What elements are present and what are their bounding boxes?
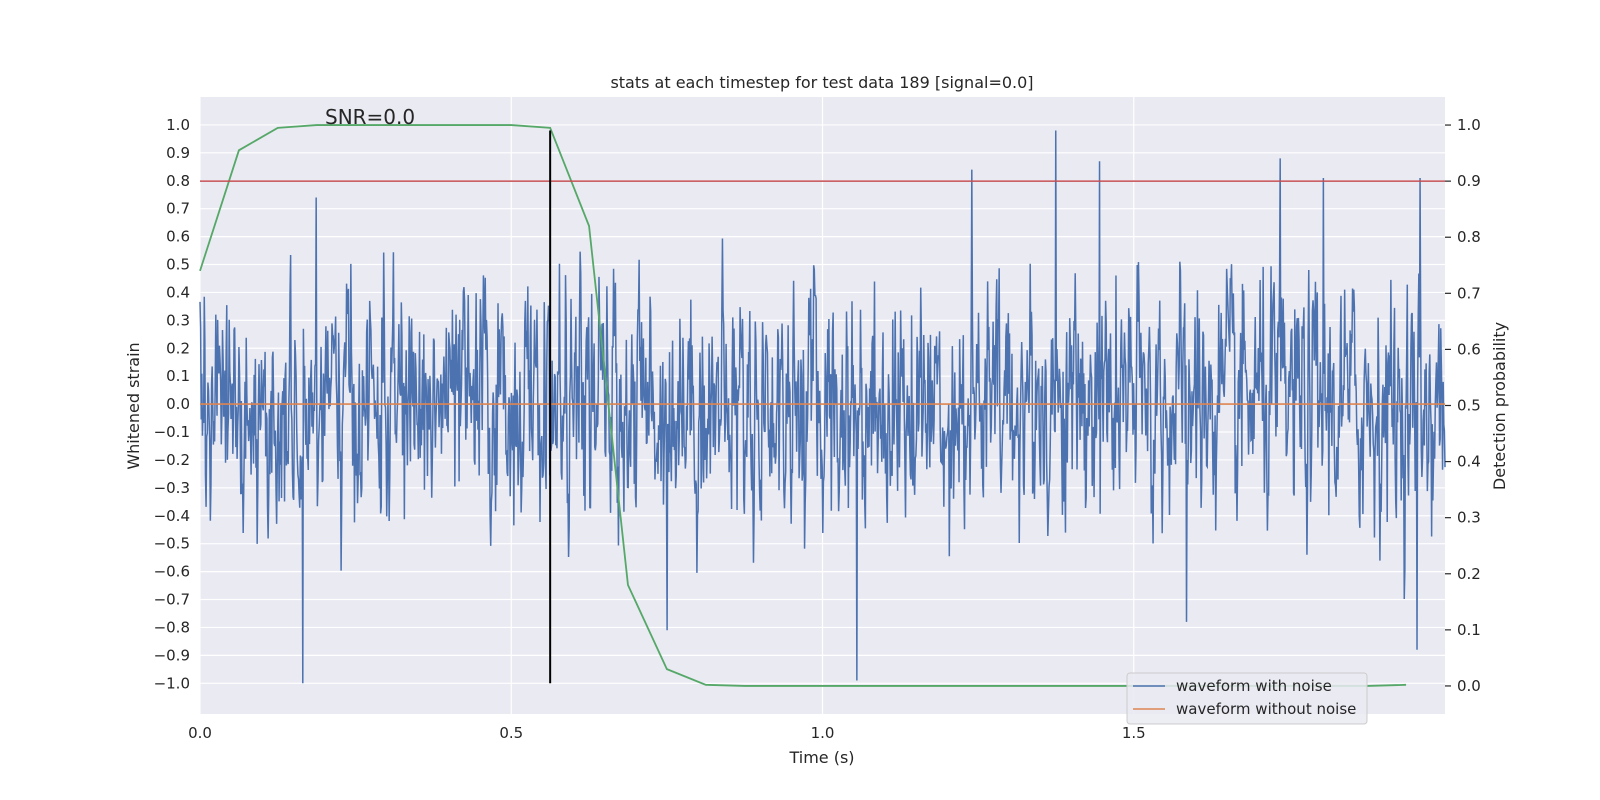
legend-label-waveform-without-noise: waveform without noise [1176, 700, 1356, 718]
legend-label-waveform-with-noise: waveform with noise [1176, 677, 1332, 695]
y-left-tick-label: −0.8 [154, 618, 190, 636]
x-tick-label: 0.5 [499, 724, 523, 742]
y-left-tick-label: 0.5 [166, 256, 190, 274]
noise-waveform-line [199, 130, 1446, 684]
y-right-tick-label: 0.9 [1457, 172, 1481, 190]
y-right-tick-label: 0.1 [1457, 621, 1481, 639]
y-right-tick-label: 1.0 [1457, 116, 1481, 134]
y-left-tick-label: −0.9 [154, 646, 190, 664]
y-left-tick-label: 0.4 [166, 283, 190, 301]
y-right-tick-label: 0.0 [1457, 677, 1481, 695]
y-left-tick-label: 0.8 [166, 172, 190, 190]
x-tick-label: 1.0 [811, 724, 835, 742]
y-left-tick-label: −0.5 [154, 535, 190, 553]
y-left-tick-label: 0.7 [166, 200, 190, 218]
y-right-tick-label: 0.4 [1457, 453, 1481, 471]
series-waveform-with-noise [199, 130, 1446, 684]
x-tick-label: 1.5 [1122, 724, 1146, 742]
y-left-tick-label: 0.2 [166, 339, 190, 357]
y-right-tick-label: 0.6 [1457, 340, 1481, 358]
y-left-tick-label: −0.4 [154, 507, 190, 525]
y-left-tick-label: −1.0 [154, 674, 190, 692]
y-left-tick-label: −0.7 [154, 591, 190, 609]
y-left-tick-label: 0.6 [166, 228, 190, 246]
y-axis-right-title: Detection probability [1490, 322, 1509, 490]
y-axis-right: 1.0 0.9 0.8 0.7 0.6 0.5 0.4 0.3 0.2 0.1 0.0 [1445, 116, 1481, 695]
y-left-tick-label: −0.1 [154, 423, 190, 441]
x-tick-label: 0.0 [188, 724, 212, 742]
y-left-tick-label: −0.3 [154, 479, 190, 497]
y-left-tick-label: −0.6 [154, 563, 190, 581]
y-left-tick-label: 0.0 [166, 395, 190, 413]
y-right-tick-label: 0.5 [1457, 397, 1481, 415]
x-axis-title: Time (s) [788, 748, 854, 767]
legend-box [1126, 672, 1368, 725]
y-axis-left-title: Whitened strain [124, 342, 143, 469]
chart-title: stats at each timestep for test data 189… [610, 73, 1033, 92]
legend: waveform with noise waveform without noi… [1126, 672, 1368, 725]
y-left-tick-label: 0.3 [166, 311, 190, 329]
y-right-tick-label: 0.8 [1457, 228, 1481, 246]
y-right-tick-label: 0.3 [1457, 509, 1481, 527]
y-axis-left: 1.0 0.9 0.8 0.7 0.6 0.5 0.4 0.3 0.2 0.1 0.0 −0.1 −0.… [154, 116, 190, 692]
snr-annotation: SNR=0.0 [325, 105, 415, 129]
y-left-tick-label: −0.2 [154, 451, 190, 469]
y-left-tick-label: 1.0 [166, 116, 190, 134]
y-left-tick-label: 0.1 [166, 367, 190, 385]
y-right-tick-label: 0.2 [1457, 565, 1481, 583]
y-left-tick-label: 0.9 [166, 144, 190, 162]
x-axis: 0.0 0.5 1.0 1.5 [188, 724, 1146, 742]
y-right-tick-label: 0.7 [1457, 284, 1481, 302]
